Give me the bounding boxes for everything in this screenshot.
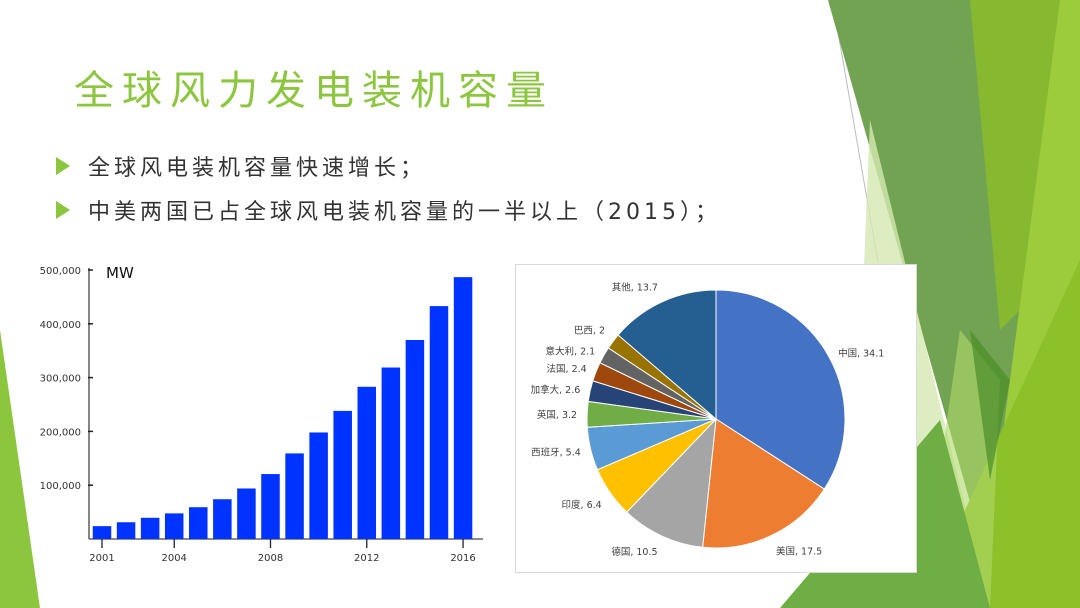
bar-2008 <box>261 474 280 539</box>
pie-label: 法国, 2.4 <box>547 363 587 375</box>
y-tick-label: 300,000 <box>40 374 81 385</box>
pie-slice-德国 <box>626 417 717 548</box>
pie-slice-美国 <box>702 418 826 549</box>
bullet-item: 中美两国已占全球风电装机容量的一半以上（2015）； <box>56 194 721 226</box>
pie-label: 西班牙, 5.4 <box>531 446 581 458</box>
pie-label: 意大利, 2.1 <box>546 345 596 357</box>
y-tick-label: 400,000 <box>40 320 81 331</box>
bar-2014 <box>405 339 425 539</box>
bullet-text: 中美两国已占全球风电装机容量的一半以上（2015）； <box>88 200 721 225</box>
bar-2001 <box>92 526 112 539</box>
pie-label: 巴西, 2 <box>574 325 605 336</box>
bar-2010 <box>309 432 328 539</box>
bullet-triangle-icon <box>56 157 70 175</box>
capacity-bar-chart: 100,000 200,000 300,000 400,000 500,000 2001 2… <box>40 264 483 564</box>
bar-2005 <box>189 507 208 539</box>
unit-label: MW <box>106 264 134 282</box>
x-tick-label: 2012 <box>354 553 379 564</box>
bar-2015 <box>429 306 449 539</box>
x-tick-label: 2001 <box>89 553 114 564</box>
y-tick-label: 500,000 <box>40 266 81 277</box>
bar-2003 <box>140 517 160 539</box>
bar-2007 <box>237 488 256 539</box>
x-tick-label: 2016 <box>450 553 475 564</box>
y-tick-label: 200,000 <box>40 427 81 438</box>
bullet-triangle-icon <box>56 201 70 219</box>
pie-label: 加拿大, 2.6 <box>531 384 581 396</box>
pie-label: 其他, 13.7 <box>612 282 658 294</box>
bar-2002 <box>116 522 136 539</box>
bar-2004 <box>164 513 184 539</box>
pie-label: 中国, 34.1 <box>838 348 884 360</box>
bullet-text: 全球风电装机容量快速增长； <box>88 156 427 181</box>
pie-label: 英国, 3.2 <box>537 409 577 421</box>
pie-slice-其他 <box>617 289 717 421</box>
country-share-pie-chart: 中国, 34.1 美国, 17.5 德国, 10.5 印度, 6.4 西班牙, 5.4 英… <box>515 264 917 573</box>
pie-label: 美国, 17.5 <box>776 545 822 557</box>
bar-2016 <box>453 277 473 539</box>
bullet-item: 全球风电装机容量快速增长； <box>56 150 426 182</box>
slide-title: 全球风力发电装机容量 <box>74 68 554 114</box>
x-tick-label: 2008 <box>258 553 283 564</box>
bar-2011 <box>333 410 352 539</box>
bar-2009 <box>285 453 304 539</box>
pie-label: 德国, 10.5 <box>611 546 657 558</box>
bar-2012 <box>357 386 377 539</box>
pie-label: 印度, 6.4 <box>562 499 602 511</box>
y-tick-label: 100,000 <box>40 481 81 492</box>
bar-2006 <box>213 499 232 539</box>
x-tick-label: 2004 <box>161 553 186 564</box>
bar-2013 <box>381 367 401 539</box>
